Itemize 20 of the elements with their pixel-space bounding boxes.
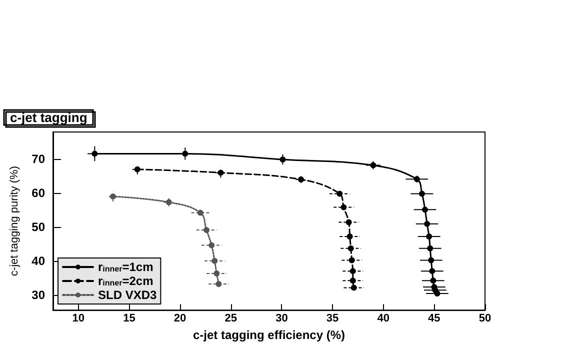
x-tick-label: 40 — [377, 312, 390, 325]
x-tick-label: 10 — [72, 312, 85, 325]
x-tick-label: 30 — [276, 312, 288, 325]
x-tick-label: 15 — [123, 312, 136, 325]
legend-label: rinner=1cm — [98, 260, 154, 274]
x-axis-title: c-jet tagging efficiency (%) — [192, 328, 346, 342]
legend-label: rinner=2cm — [98, 274, 154, 288]
y-tick-label: 60 — [32, 186, 46, 200]
x-tick-label: 25 — [224, 312, 238, 325]
x-tick-label: 50 — [478, 312, 492, 325]
y-tick-label: 70 — [32, 152, 46, 166]
x-tick-label: 45 — [428, 312, 440, 325]
x-tick-label: 20 — [174, 312, 186, 325]
chart-title: c-jet tagging — [10, 110, 88, 125]
y-tick-label: 50 — [32, 220, 46, 234]
y-axis-title: c-jet tagging purity (%) — [8, 166, 20, 276]
y-tick-label: 30 — [32, 288, 46, 302]
x-tick-label: 35 — [326, 312, 339, 325]
y-tick-label: 40 — [32, 254, 46, 268]
legend-label: SLD VXD3 — [98, 288, 158, 302]
